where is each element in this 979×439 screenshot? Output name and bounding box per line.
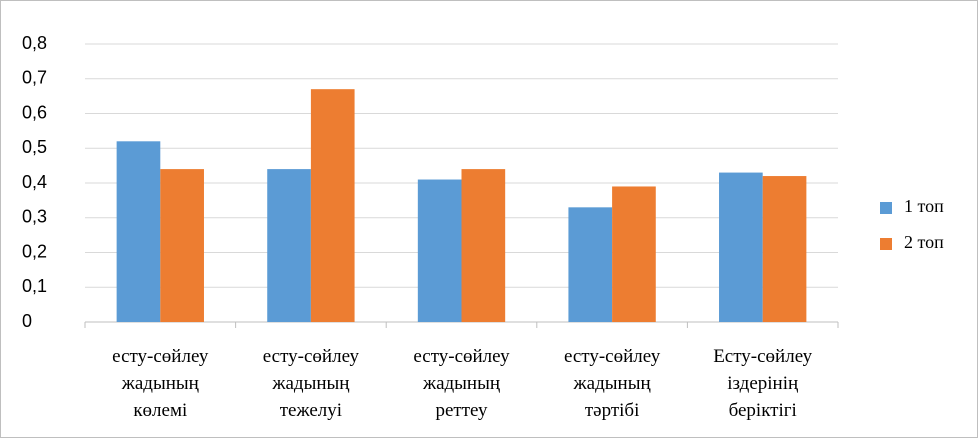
bar (719, 172, 763, 322)
bar (461, 169, 506, 322)
legend-label: 1 топ (904, 196, 944, 216)
bar (267, 169, 311, 322)
legend-swatch (880, 202, 892, 214)
legend-label: 2 топ (904, 232, 944, 252)
bar (160, 169, 204, 322)
y-tick-label: 0,3 (22, 207, 47, 227)
bar (310, 89, 355, 322)
y-tick-label: 0,1 (22, 276, 47, 296)
x-tick-label: есту-сөйлеу жадының тежелуі (263, 346, 360, 421)
bar (612, 186, 656, 322)
y-tick-label: 0 (22, 311, 32, 331)
y-tick-label: 0,6 (22, 102, 47, 122)
y-tick-label: 0,2 (22, 241, 47, 261)
y-tick-label: 0,5 (22, 137, 47, 157)
x-tick-label: есту-сөйлеу жадының тәртібі (564, 346, 661, 421)
x-tick-label: есту-сөйлеу жадының реттеу (413, 346, 510, 421)
bar (762, 176, 807, 322)
x-tick-label: есту-сөйлеу жадының көлемі (112, 346, 209, 421)
y-tick-label: 0,8 (22, 33, 47, 53)
bar (116, 141, 161, 322)
bar (417, 179, 462, 322)
bar (568, 207, 613, 322)
y-tick-label: 0,7 (22, 68, 47, 88)
legend-swatch (880, 238, 892, 250)
y-tick-label: 0,4 (22, 172, 47, 192)
x-tick-label: Есту-сөйлеу іздерінің беріктігі (713, 346, 812, 421)
